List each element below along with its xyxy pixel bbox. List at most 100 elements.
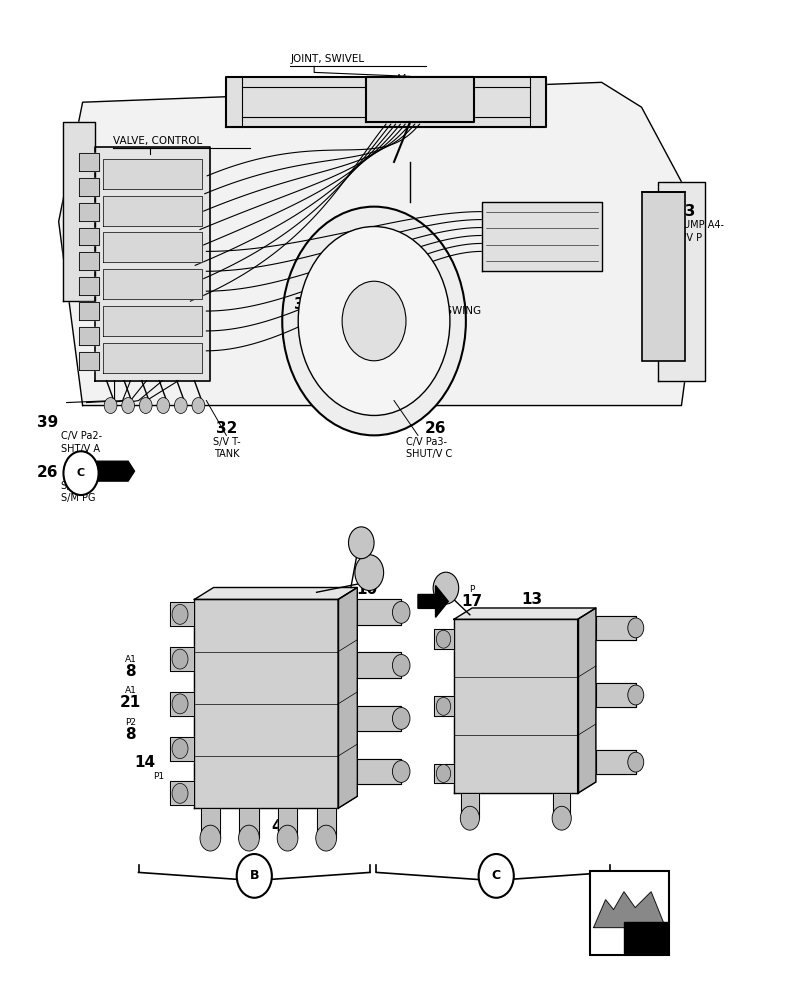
Circle shape [552,806,571,830]
Text: 26: 26 [424,421,446,436]
Text: T: T [303,782,308,791]
Polygon shape [434,696,454,716]
Text: 42: 42 [544,627,566,642]
Text: PUMP A4-
S/V P: PUMP A4- S/V P [677,220,724,243]
Polygon shape [460,793,478,818]
Circle shape [172,649,188,669]
Polygon shape [357,599,401,625]
Circle shape [478,854,513,898]
Circle shape [342,281,406,361]
Circle shape [627,685,643,705]
Polygon shape [577,608,595,793]
Text: P: P [364,573,369,582]
Polygon shape [79,203,99,221]
Polygon shape [170,647,194,671]
Polygon shape [79,178,99,196]
Circle shape [436,697,450,715]
Polygon shape [595,750,635,774]
Circle shape [277,825,298,851]
Polygon shape [79,277,99,295]
Circle shape [392,761,410,782]
Text: VALVE, CONTROL: VALVE, CONTROL [113,136,202,146]
Bar [641,192,685,361]
Text: 17: 17 [461,594,483,609]
Polygon shape [316,808,336,838]
Text: MOTOR, SWING: MOTOR, SWING [399,306,480,316]
Text: 1: 1 [331,703,341,718]
Polygon shape [63,122,95,301]
Polygon shape [170,781,194,805]
Polygon shape [79,153,99,171]
Text: P: P [269,605,274,614]
Text: 14: 14 [134,755,155,770]
Polygon shape [59,82,704,406]
Polygon shape [434,764,454,783]
Circle shape [436,765,450,782]
Circle shape [459,806,479,830]
Text: C: C [77,468,85,478]
Text: S/V T-
TANK: S/V T- TANK [212,437,240,459]
Text: 43: 43 [271,819,292,834]
Polygon shape [103,232,202,262]
Polygon shape [239,808,259,838]
Text: 10: 10 [356,582,377,597]
Text: T: T [246,835,251,844]
Polygon shape [595,616,635,640]
Polygon shape [595,683,635,707]
Circle shape [392,654,410,676]
Polygon shape [338,588,357,808]
Circle shape [157,398,169,413]
Text: 13: 13 [521,592,542,607]
Text: 8: 8 [125,727,136,742]
Text: A1: A1 [124,686,137,695]
Polygon shape [79,327,99,345]
Circle shape [238,825,259,851]
Polygon shape [454,608,595,619]
Text: P: P [469,585,475,594]
Text: 39: 39 [38,415,59,430]
Text: 32: 32 [215,421,237,436]
Text: JOINT, SWIVEL: JOINT, SWIVEL [290,54,364,64]
Text: 21: 21 [120,695,141,710]
Circle shape [348,527,373,559]
Text: C: C [491,869,500,882]
Text: 26: 26 [37,465,59,480]
Polygon shape [357,652,401,678]
Circle shape [627,752,643,772]
Polygon shape [365,77,473,122]
Circle shape [392,708,410,729]
Text: C/V Pa2-
SHT/V A: C/V Pa2- SHT/V A [61,431,102,454]
Text: 14: 14 [573,644,594,659]
Circle shape [63,451,99,495]
Circle shape [354,555,383,590]
Text: 9: 9 [206,819,217,834]
Polygon shape [103,306,202,336]
Polygon shape [593,892,665,928]
Text: 11: 11 [391,83,412,98]
Polygon shape [79,228,99,245]
Circle shape [104,398,116,413]
Circle shape [174,398,187,413]
Text: 18: 18 [198,611,219,626]
Text: C/V Pa3-
SHUT/V C: C/V Pa3- SHUT/V C [406,437,451,459]
Circle shape [392,601,410,623]
Text: T: T [279,835,284,844]
Circle shape [172,694,188,714]
Circle shape [433,572,459,604]
Circle shape [139,398,152,413]
Polygon shape [95,147,210,381]
Polygon shape [201,808,220,838]
Text: A2: A2 [202,602,214,611]
Polygon shape [103,269,202,299]
Text: B: B [249,869,259,882]
Polygon shape [170,602,194,626]
Text: A1: A1 [124,655,137,664]
Polygon shape [434,629,454,649]
Text: P1: P1 [153,772,164,781]
Polygon shape [357,759,401,784]
Circle shape [121,398,134,413]
Circle shape [316,825,336,851]
Polygon shape [418,586,448,617]
Text: 3: 3 [267,614,277,629]
Polygon shape [657,182,704,381]
